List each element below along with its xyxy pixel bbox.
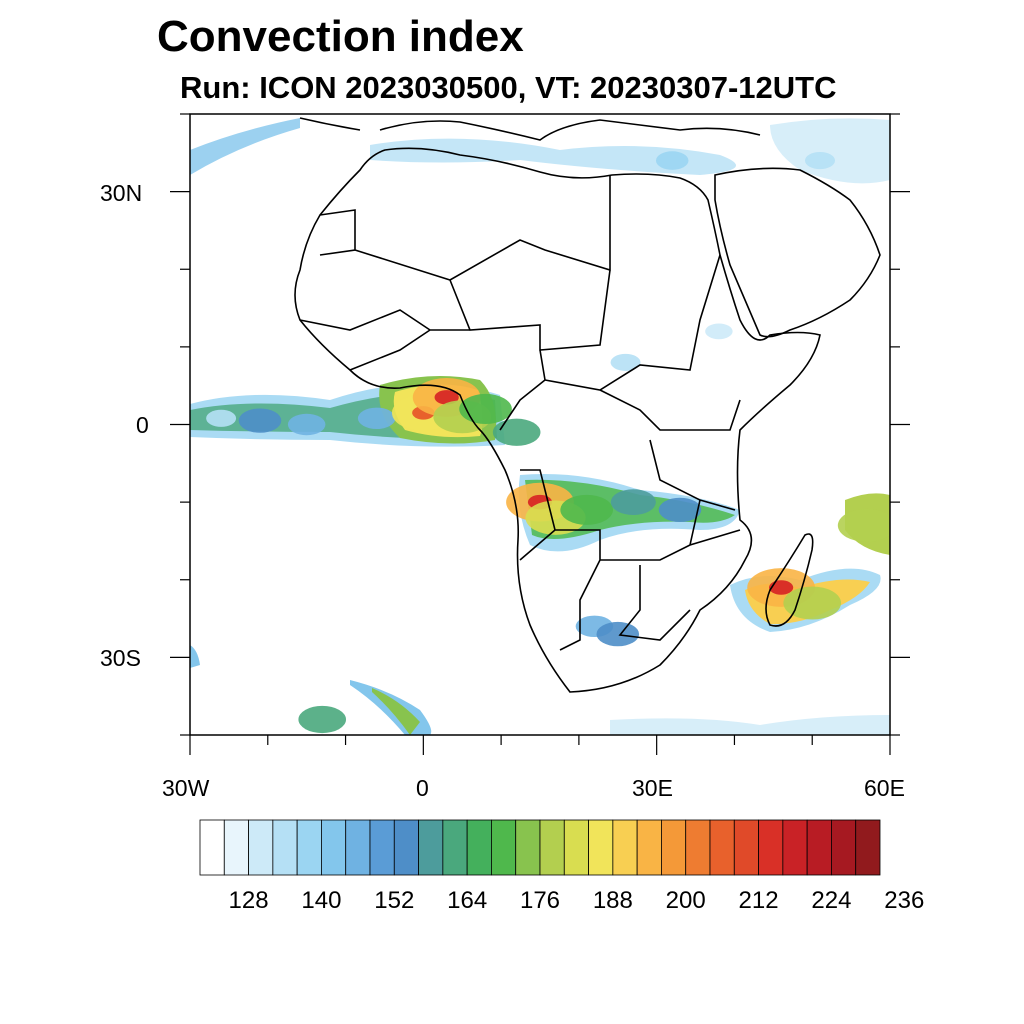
convection-cell-7 xyxy=(459,393,512,425)
colorbar-label-176: 176 xyxy=(519,887,561,914)
iberia-coastline xyxy=(299,117,361,131)
colorbar-box-3 xyxy=(272,819,298,876)
colorbar-label-128: 128 xyxy=(228,887,269,914)
colorbar-box-22 xyxy=(733,819,759,876)
arabia-coastline xyxy=(714,167,881,338)
convection-core-16 xyxy=(769,580,794,595)
colorbar-box-10 xyxy=(442,819,468,876)
colorbar-box-14 xyxy=(539,819,565,876)
convection-cells xyxy=(206,151,890,734)
europe-coastline xyxy=(379,119,761,141)
colorbar-label-224: 224 xyxy=(811,887,852,914)
convection-core-5 xyxy=(434,390,459,405)
africa-coastline xyxy=(294,147,821,693)
convection-cell-11 xyxy=(560,494,613,525)
axis-ticks xyxy=(170,113,910,755)
colorbar-box-2 xyxy=(248,819,274,876)
convection-cell-1 xyxy=(238,408,282,433)
colorbar-label-140: 140 xyxy=(301,887,342,914)
convection-cell-13 xyxy=(658,497,702,523)
colorbar-box-16 xyxy=(588,819,614,876)
convection-cell-21 xyxy=(655,151,689,170)
colorbar-label-188: 188 xyxy=(592,887,633,914)
colorbar-box-11 xyxy=(466,819,492,876)
colorbar-box-1 xyxy=(223,819,249,876)
colorbar-box-26 xyxy=(831,819,857,876)
colorbar-box-24 xyxy=(782,819,808,876)
y-tick-label-30s: 30S xyxy=(100,645,141,671)
colorbar-box-17 xyxy=(612,819,638,876)
colorbar-label-152: 152 xyxy=(374,887,415,914)
convection-cell-15 xyxy=(596,621,640,647)
colorbar-label-212: 212 xyxy=(738,887,779,914)
convection-cell-23 xyxy=(298,705,347,734)
madagascar-coastline xyxy=(765,533,814,627)
map-subtitle: Run: ICON 2023030500, VT: 20230307-12UTC xyxy=(180,70,837,105)
country-borders xyxy=(299,175,741,651)
convection-cell-8 xyxy=(492,418,541,446)
colorbar-box-20 xyxy=(685,819,711,876)
colorbar-box-25 xyxy=(806,819,832,876)
convection-cell-12 xyxy=(610,489,656,516)
convection-cell-2 xyxy=(287,413,326,436)
colorbar-label-164: 164 xyxy=(447,887,488,914)
convection-cell-20 xyxy=(705,323,733,340)
colorbar-box-0 xyxy=(199,819,225,876)
x-tick-label-30w: 30W xyxy=(162,775,210,801)
colorbar-box-27 xyxy=(855,819,881,876)
colorbar-box-23 xyxy=(758,819,784,876)
colorbar-box-5 xyxy=(321,819,347,876)
coastlines xyxy=(294,117,881,693)
colorbar-box-18 xyxy=(636,819,662,876)
colorbar-box-15 xyxy=(563,819,589,876)
convection-cell-18 xyxy=(837,508,890,542)
convection-cell-3 xyxy=(357,407,396,430)
convection-cell-0 xyxy=(206,409,237,427)
convection-cell-17 xyxy=(783,586,842,620)
x-tick-label-30e: 30E xyxy=(632,775,673,801)
y-tick-label-30n: 30N xyxy=(100,180,143,206)
x-tick-label-0: 0 xyxy=(416,775,429,801)
map-title: Convection index xyxy=(157,12,524,61)
convection-cell-22 xyxy=(805,152,835,170)
colorbar-box-19 xyxy=(661,819,687,876)
convection-cell-19 xyxy=(610,353,641,371)
colorbar-box-4 xyxy=(296,819,322,876)
y-tick-label-0: 0 xyxy=(136,412,149,438)
colorbar-box-7 xyxy=(369,819,395,876)
colorbar-box-13 xyxy=(515,819,541,876)
colorbar xyxy=(199,819,881,876)
colorbar-box-6 xyxy=(345,819,371,876)
x-tick-label-60e: 60E xyxy=(864,775,905,801)
colorbar-box-12 xyxy=(491,819,517,876)
colorbar-box-21 xyxy=(709,819,735,876)
colorbar-label-200: 200 xyxy=(665,887,706,914)
colorbar-label-236: 236 xyxy=(884,887,925,914)
colorbar-box-8 xyxy=(393,819,419,876)
colorbar-box-9 xyxy=(418,819,444,876)
